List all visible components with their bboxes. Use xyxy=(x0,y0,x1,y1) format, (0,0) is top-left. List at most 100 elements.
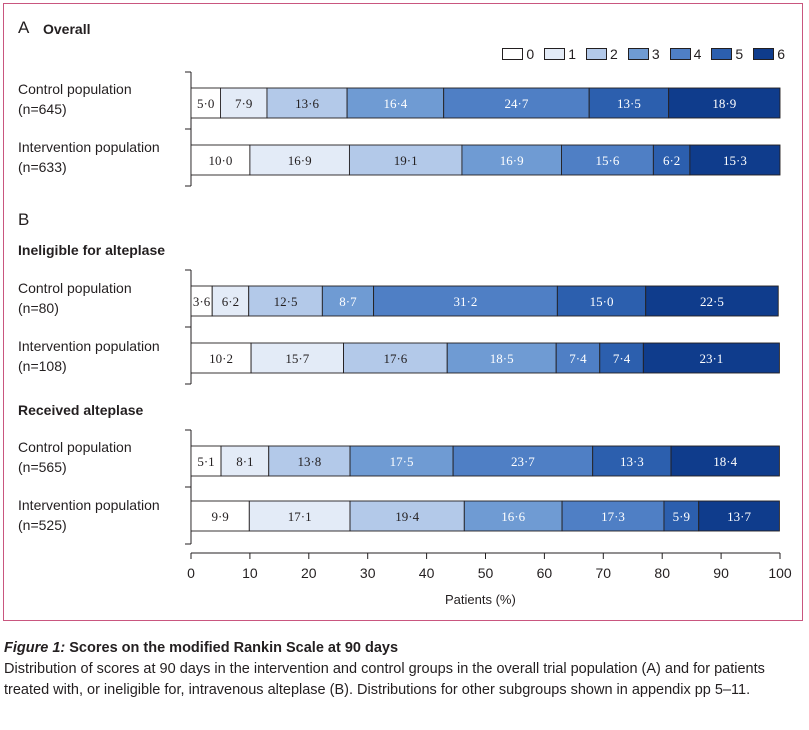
row-n: (n=525) xyxy=(18,517,67,533)
caption-text: Distribution of scores at 90 days in the… xyxy=(4,661,765,698)
legend-item-5: 5 xyxy=(711,46,743,62)
x-tick-label: 80 xyxy=(654,565,670,581)
bar-data-label: 17·1 xyxy=(288,509,312,524)
legend-swatch-5 xyxy=(711,48,733,60)
x-tick-label: 60 xyxy=(537,565,553,581)
row-n: (n=633) xyxy=(18,159,67,175)
row-label-b1-control: Control population (n=80) xyxy=(18,278,132,318)
x-tick-label: 70 xyxy=(596,565,612,581)
bar-segment xyxy=(670,445,780,477)
bar-data-label: 5·1 xyxy=(197,454,214,469)
bar-segment xyxy=(443,87,590,119)
bar-data-label: 16·6 xyxy=(501,509,525,524)
bar-segment xyxy=(219,87,268,119)
bar-data-label: 13·3 xyxy=(620,454,644,469)
row-name: Intervention population xyxy=(18,338,160,354)
legend-label-4: 4 xyxy=(693,46,702,62)
bar-segment xyxy=(652,144,691,176)
bar-data-label: 3·6 xyxy=(193,294,211,309)
row-name: Intervention population xyxy=(18,497,160,513)
caption-heading: Figure 1: Scores on the modified Rankin … xyxy=(4,638,804,659)
bar-data-label: 15·6 xyxy=(596,153,620,168)
bar-data-label: 8·7 xyxy=(339,294,357,309)
row-label-b2-intervention: Intervention population (n=525) xyxy=(18,495,160,535)
bar-data-label: 31·2 xyxy=(454,294,478,309)
bar-segment xyxy=(190,87,221,119)
bar-segment xyxy=(190,500,250,532)
bar-data-label: 15·3 xyxy=(723,153,747,168)
row-label-b1-intervention: Intervention population (n=108) xyxy=(18,336,160,376)
row-label-b2-control: Control population (n=565) xyxy=(18,437,132,477)
bar-data-label: 17·3 xyxy=(601,509,625,524)
legend-label-0: 0 xyxy=(526,46,535,62)
x-tick-label: 40 xyxy=(419,565,435,581)
bar-data-label: 10·2 xyxy=(209,351,233,366)
bar-data-label: 8·1 xyxy=(236,454,253,469)
row-n: (n=80) xyxy=(18,300,59,316)
group-label-ineligible: Ineligible for alteplase xyxy=(18,242,166,258)
bar-data-label: 19·1 xyxy=(394,153,418,168)
bar-data-label: 18·5 xyxy=(490,351,514,366)
row-n: (n=645) xyxy=(18,101,67,117)
bar-data-label: 9·9 xyxy=(211,509,228,524)
bar-segment xyxy=(592,445,672,477)
bar-data-label: 16·9 xyxy=(288,153,312,168)
caption-figure-title: Scores on the modified Rankin Scale at 9… xyxy=(69,640,399,656)
row-n: (n=565) xyxy=(18,459,67,475)
bar-data-label: 10·0 xyxy=(209,153,233,168)
legend-swatch-2 xyxy=(586,48,608,60)
row-name: Control population xyxy=(18,439,132,455)
section-a-letter: A xyxy=(18,18,30,37)
legend-item-0: 0 xyxy=(502,46,534,62)
bar-data-label: 18·4 xyxy=(713,454,737,469)
legend-item-6: 6 xyxy=(753,46,785,62)
bar-segment xyxy=(343,342,448,374)
bar-data-label: 5·9 xyxy=(673,509,690,524)
figure-caption: Figure 1: Scores on the modified Rankin … xyxy=(4,638,804,701)
bar-segment xyxy=(346,87,445,119)
bar-data-label: 13·7 xyxy=(727,509,751,524)
bar-data-label: 13·6 xyxy=(295,96,319,111)
x-tick-label: 30 xyxy=(360,565,376,581)
figure-frame xyxy=(3,3,803,621)
bar-segment xyxy=(463,500,563,532)
bar-segment xyxy=(561,500,665,532)
bar-segment xyxy=(190,342,252,374)
bar-segment xyxy=(668,87,781,119)
bar-segment xyxy=(248,285,323,317)
bar-data-label: 15·7 xyxy=(285,351,309,366)
bar-data-label: 17·6 xyxy=(383,351,407,366)
x-tick-label: 50 xyxy=(478,565,494,581)
bar-segment xyxy=(599,342,644,374)
bar-segment xyxy=(211,285,250,317)
legend-item-3: 3 xyxy=(627,46,660,62)
bar-segment xyxy=(698,500,780,532)
legend-swatch-0 xyxy=(502,48,524,60)
row-name: Control population xyxy=(18,280,132,296)
x-tick-label: 20 xyxy=(301,565,317,581)
row-name: Intervention population xyxy=(18,139,160,155)
legend-item-1: 1 xyxy=(544,46,576,62)
section-a-title: Overall xyxy=(43,21,91,37)
bar-segment xyxy=(689,144,781,176)
legend-label-3: 3 xyxy=(651,46,660,62)
x-tick-label: 0 xyxy=(187,565,195,581)
bar-data-label: 12·5 xyxy=(274,294,298,309)
bar-data-label: 15·0 xyxy=(590,294,614,309)
row-label-a-control: Control population (n=645) xyxy=(18,79,132,119)
legend-item-2: 2 xyxy=(586,46,618,62)
bar-data-label: 17·5 xyxy=(390,454,414,469)
legend-swatch-6 xyxy=(753,48,775,60)
row-n: (n=108) xyxy=(18,358,67,374)
legend-label-1: 1 xyxy=(568,46,577,62)
bar-data-label: 24·7 xyxy=(505,96,529,111)
bar-segment xyxy=(561,144,654,176)
bar-segment xyxy=(663,500,700,532)
legend-swatch-4 xyxy=(669,48,691,60)
bar-data-label: 7·9 xyxy=(235,96,252,111)
bar-data-label: 23·1 xyxy=(699,351,723,366)
bar-segment xyxy=(452,445,594,477)
bar-segment xyxy=(348,144,463,176)
legend-swatch-3 xyxy=(627,48,649,60)
legend-item-4: 4 xyxy=(669,46,702,62)
